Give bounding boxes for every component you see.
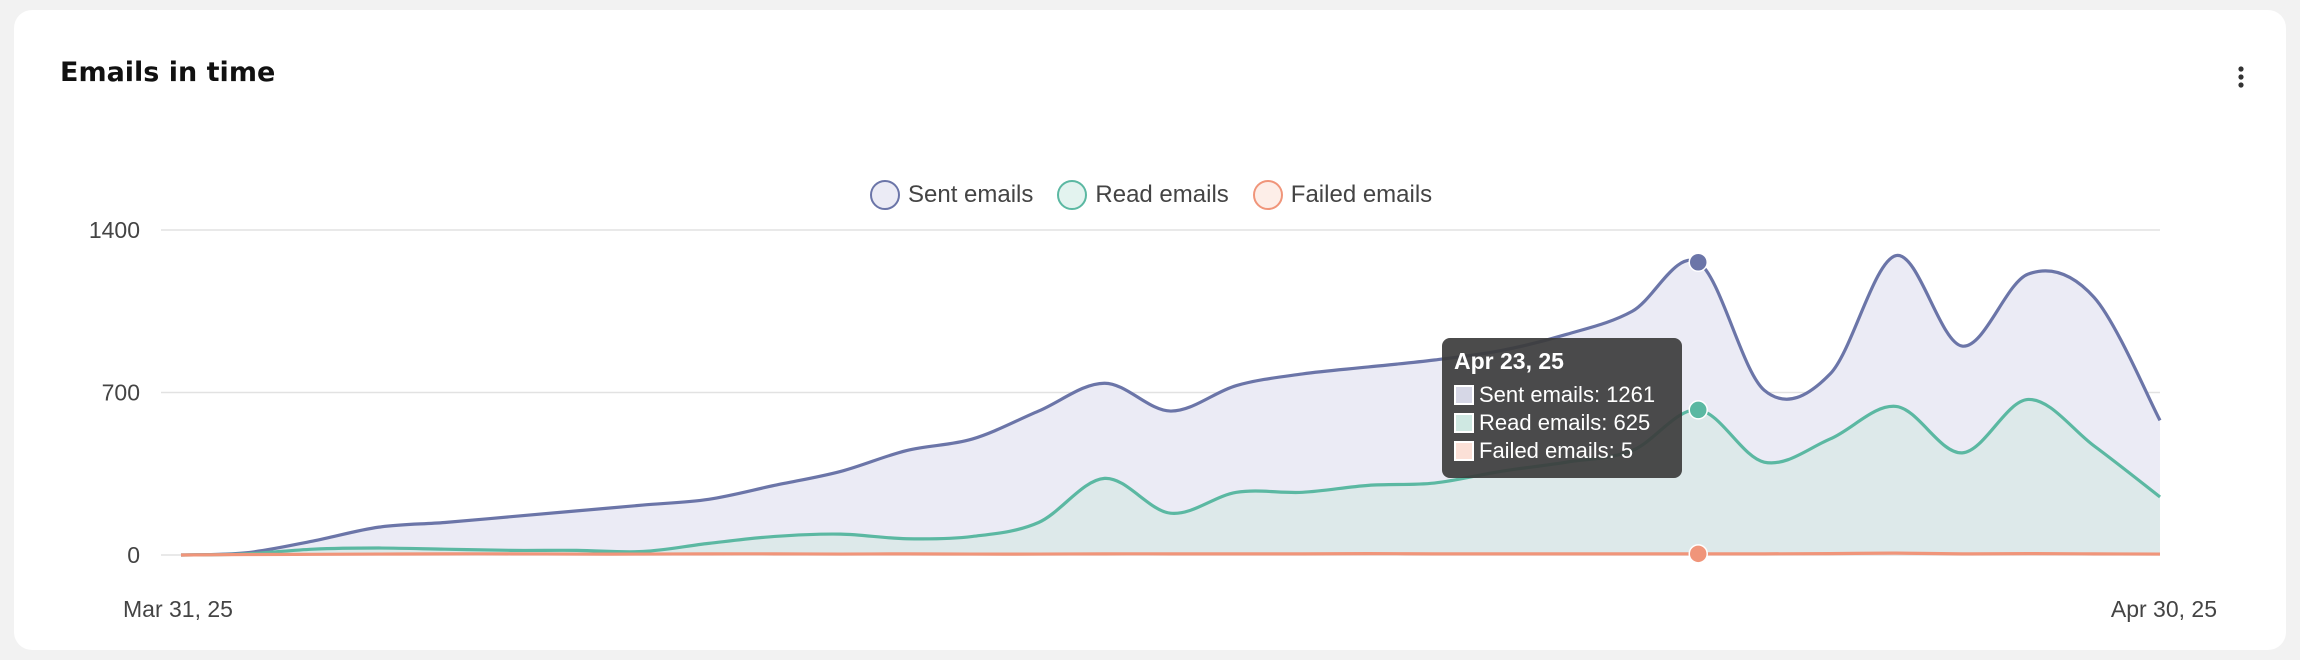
legend-item-read[interactable]: Read emails bbox=[1057, 180, 1229, 210]
tooltip-text-sent: Sent emails: 1261 bbox=[1479, 382, 1656, 407]
line-read bbox=[180, 397, 2161, 557]
tooltip-swatch-read bbox=[1454, 413, 1474, 433]
tooltip-swatch-sent bbox=[1454, 385, 1474, 405]
tooltip-row-read: Read emails: 625 bbox=[1454, 409, 1670, 437]
tooltip-text-failed: Failed emails: 5 bbox=[1479, 438, 1634, 463]
chart-legend: Sent emails Read emails Failed emails bbox=[870, 180, 1432, 210]
card-title: Emails in time bbox=[60, 57, 276, 88]
y-tick-label-0: 0 bbox=[127, 542, 140, 568]
tooltip-row-failed: Failed emails: 5 bbox=[1454, 437, 1670, 465]
y-tick-label-700: 700 bbox=[102, 380, 140, 406]
legend-label-sent: Sent emails bbox=[908, 181, 1034, 208]
legend-label-failed: Failed emails bbox=[1290, 181, 1433, 208]
line-sent bbox=[180, 253, 2162, 557]
x-tick-label-start: Mar 31, 25 bbox=[123, 596, 233, 622]
legend-item-sent[interactable]: Sent emails bbox=[870, 180, 1033, 210]
tooltip-text-read: Read emails: 625 bbox=[1479, 410, 1651, 435]
more-vertical-icon bbox=[2238, 66, 2244, 88]
legend-item-failed[interactable]: Failed emails bbox=[1252, 180, 1433, 210]
x-tick-label-end: Apr 30, 25 bbox=[2111, 596, 2217, 622]
line-failed bbox=[180, 551, 2161, 557]
legend-swatch-failed bbox=[1252, 180, 1283, 210]
tooltip-row-sent: Sent emails: 1261 bbox=[1454, 381, 1670, 409]
tooltip-date: Apr 23, 25 bbox=[1454, 348, 1564, 374]
legend-label-read: Read emails bbox=[1095, 181, 1229, 208]
legend-swatch-read bbox=[1057, 180, 1088, 210]
marker-failed bbox=[1688, 544, 1708, 564]
legend-swatch-sent bbox=[870, 180, 900, 210]
more-menu-button[interactable] bbox=[2222, 58, 2260, 96]
marker-sent bbox=[1688, 252, 1708, 273]
tooltip-swatch-failed bbox=[1454, 441, 1474, 461]
marker-read bbox=[1688, 400, 1708, 420]
chart-tooltip: Apr 23, 25 Sent emails: 1261 Read emails… bbox=[1442, 338, 1682, 478]
y-tick-label-1400: 1400 bbox=[89, 217, 140, 243]
